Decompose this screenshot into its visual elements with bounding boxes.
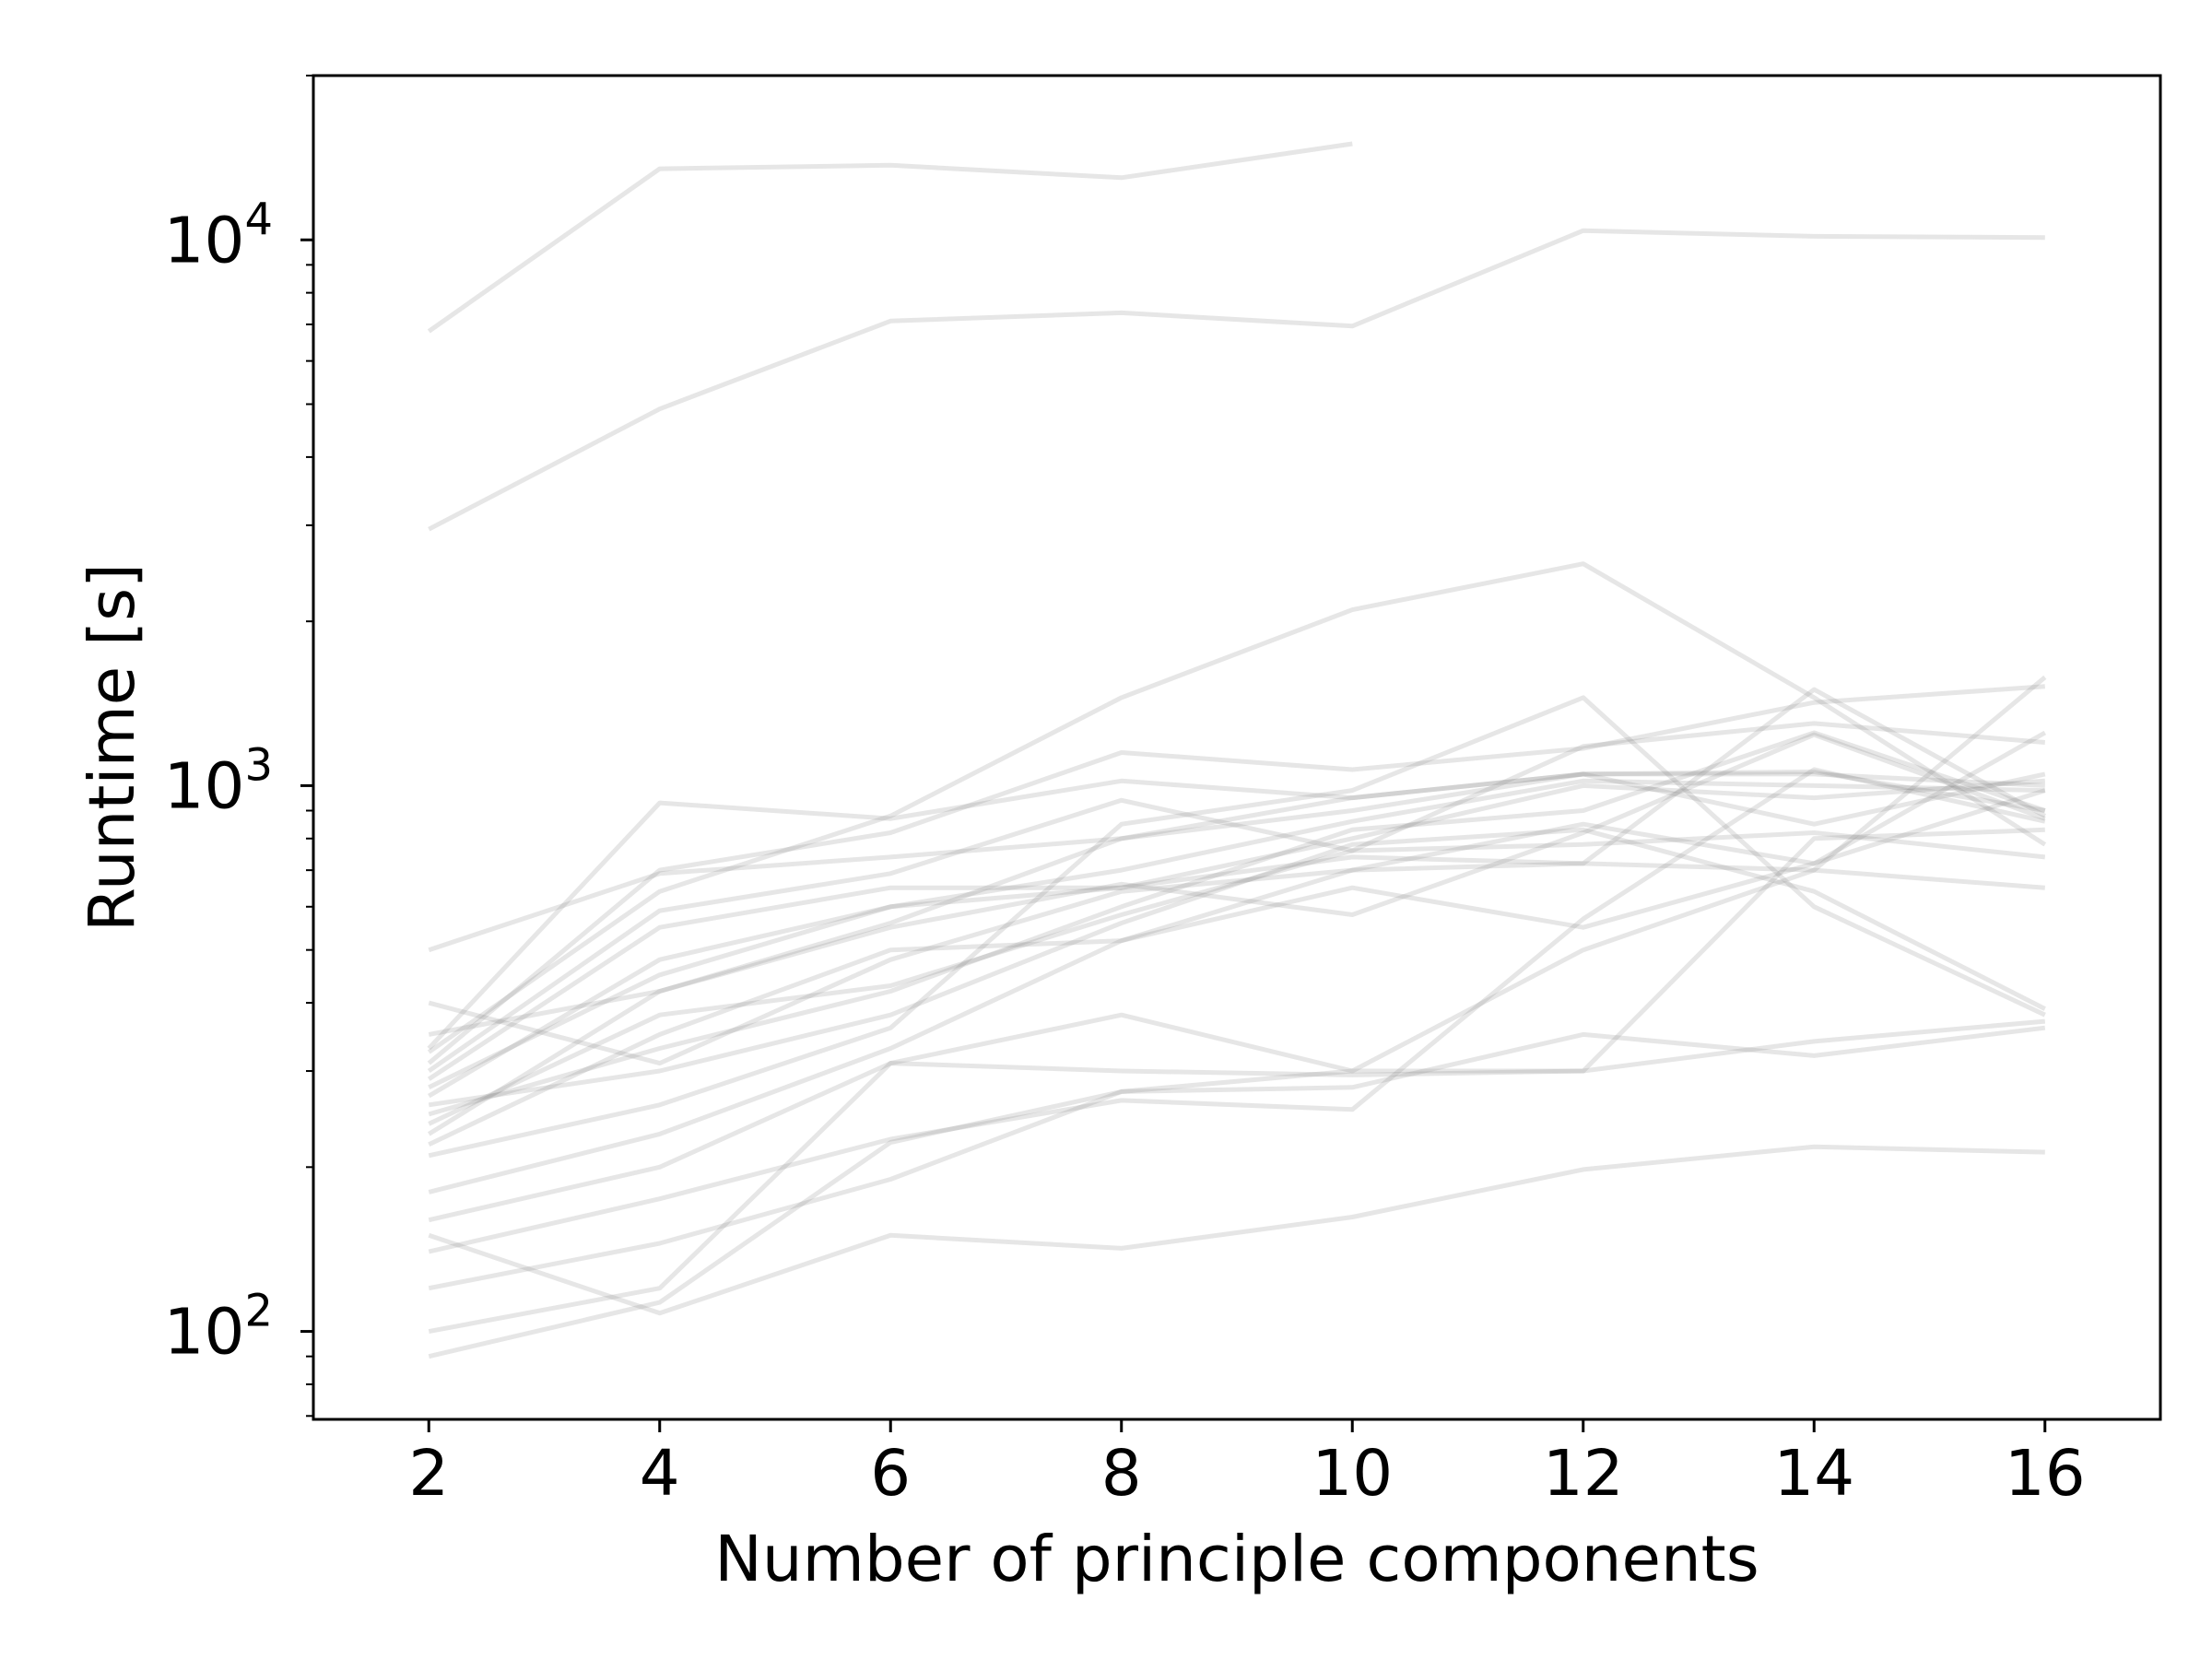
series-line-7 xyxy=(427,721,2046,1074)
x-tick-label: 8 xyxy=(1101,1437,1142,1511)
series-line-22 xyxy=(428,1025,2046,1291)
y-axis-title: Runtime [s] xyxy=(76,563,149,932)
series-line-25 xyxy=(428,827,2045,1359)
x-tick-label: 2 xyxy=(408,1437,449,1511)
x-axis-title: Number of principle components xyxy=(714,1523,1759,1596)
series-line-12 xyxy=(428,730,2046,1117)
y-axis: 102 103 104 xyxy=(164,75,313,1418)
x-tick-label: 16 xyxy=(2005,1437,2086,1511)
series-line-1 xyxy=(427,141,1353,334)
series-line-4 xyxy=(428,771,2045,953)
y-tick-label: 102 xyxy=(164,1286,273,1370)
y-tick-label: 104 xyxy=(164,194,273,277)
y-tick-label: 103 xyxy=(164,739,273,823)
series-line-2 xyxy=(428,228,2045,532)
series-line-21 xyxy=(428,767,2046,1254)
series-line-16 xyxy=(428,854,2045,1090)
series-line-15 xyxy=(428,830,2046,1126)
series-line-10 xyxy=(428,769,2046,1037)
x-axis: 2 4 6 8 10 12 14 16 xyxy=(408,1419,2086,1511)
series-line-9 xyxy=(428,778,2045,1099)
series-line-11 xyxy=(428,788,2046,1066)
series-layer xyxy=(427,141,2047,1359)
series-line-14 xyxy=(428,687,2047,1147)
series-line-19 xyxy=(428,730,2047,1194)
series-line-8 xyxy=(427,778,2045,1081)
series-line-6 xyxy=(427,684,2045,1065)
series-line-13 xyxy=(427,732,2046,1136)
x-tick-label: 6 xyxy=(870,1437,911,1511)
x-tick-label: 14 xyxy=(1773,1437,1854,1511)
x-tick-label: 4 xyxy=(640,1437,680,1511)
series-line-17 xyxy=(428,827,2046,1108)
series-line-24 xyxy=(428,1144,2045,1316)
x-tick-label: 12 xyxy=(1543,1437,1624,1511)
series-line-3 xyxy=(427,561,2047,1054)
series-line-5 xyxy=(427,771,2046,1051)
series-line-20 xyxy=(428,675,2047,1223)
series-line-18 xyxy=(428,695,2046,1159)
x-tick-label: 10 xyxy=(1312,1437,1393,1511)
series-line-23 xyxy=(428,1018,2046,1335)
plot-frame xyxy=(312,74,2162,1421)
